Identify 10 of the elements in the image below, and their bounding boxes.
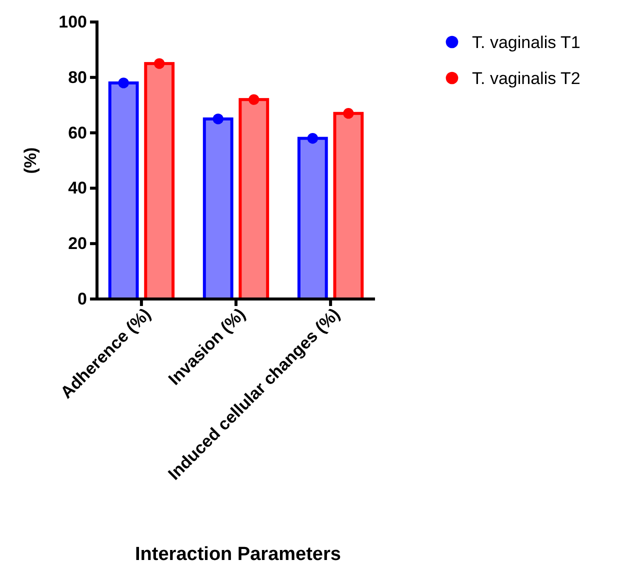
y-tick-label: 100 (58, 12, 87, 32)
y-tick-label: 0 (78, 289, 87, 308)
y-tick-label: 60 (68, 123, 87, 142)
y-tick-label: 20 (68, 234, 87, 254)
y-axis-title: (%) (21, 147, 40, 174)
legend-label: T. vaginalis T2 (472, 68, 580, 88)
x-axis-title: Interaction Parameters (135, 544, 341, 565)
y-tick-label: 80 (68, 68, 87, 87)
y-tick-label: 40 (68, 178, 87, 198)
legend-label: T. vaginalis T1 (472, 32, 580, 52)
